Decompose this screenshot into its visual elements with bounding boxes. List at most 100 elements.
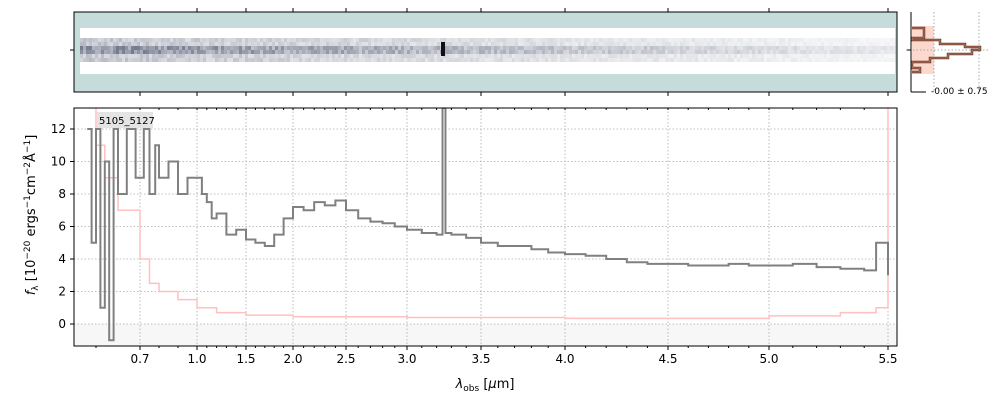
2d-pixel <box>191 50 194 54</box>
2d-pixel <box>200 46 203 50</box>
2d-pixel <box>659 54 662 58</box>
2d-pixel <box>176 46 179 50</box>
emission-line-feature <box>441 42 445 56</box>
2d-pixel <box>794 58 797 62</box>
2d-pixel <box>341 54 344 58</box>
2d-pixel <box>626 54 629 58</box>
2d-pixel <box>821 42 824 46</box>
2d-pixel <box>392 42 395 46</box>
2d-pixel <box>278 38 281 42</box>
2d-pixel <box>644 42 647 46</box>
2d-pixel <box>752 42 755 46</box>
2d-pixel <box>692 54 695 58</box>
2d-pixel <box>449 58 452 62</box>
2d-pixel <box>722 54 725 58</box>
2d-pixel <box>188 42 191 46</box>
2d-pixel <box>515 46 518 50</box>
2d-pixel <box>635 58 638 62</box>
2d-pixel <box>398 46 401 50</box>
2d-pixel <box>80 42 83 46</box>
2d-pixel <box>320 38 323 42</box>
2d-pixel <box>890 46 893 50</box>
2d-pixel <box>398 42 401 46</box>
2d-pixel <box>206 58 209 62</box>
2d-pixel <box>653 46 656 50</box>
2d-pixel <box>776 38 779 42</box>
2d-pixel <box>818 58 821 62</box>
2d-pixel <box>560 58 563 62</box>
2d-pixel <box>578 42 581 46</box>
2d-pixel <box>848 54 851 58</box>
2d-pixel <box>650 38 653 42</box>
2d-pixel <box>824 42 827 46</box>
2d-pixel <box>428 42 431 46</box>
2d-pixel <box>332 54 335 58</box>
2d-pixel <box>161 50 164 54</box>
2d-pixel <box>233 50 236 54</box>
2d-pixel <box>356 46 359 50</box>
2d-pixel <box>152 42 155 46</box>
2d-pixel <box>248 46 251 50</box>
2d-pixel <box>599 54 602 58</box>
2d-pixel <box>185 42 188 46</box>
2d-pixel <box>206 54 209 58</box>
2d-pixel <box>677 46 680 50</box>
2d-pixel <box>80 50 83 54</box>
2d-pixel <box>563 58 566 62</box>
2d-pixel <box>356 58 359 62</box>
2d-pixel <box>782 38 785 42</box>
2d-pixel <box>824 58 827 62</box>
2d-pixel <box>755 54 758 58</box>
2d-pixel <box>605 54 608 58</box>
2d-pixel <box>335 42 338 46</box>
2d-pixel <box>167 38 170 42</box>
2d-pixel <box>239 42 242 46</box>
2d-pixel <box>599 50 602 54</box>
2d-pixel <box>569 50 572 54</box>
2d-pixel <box>821 54 824 58</box>
2d-pixel <box>878 50 881 54</box>
2d-pixel <box>668 38 671 42</box>
2d-pixel <box>656 38 659 42</box>
2d-pixel <box>293 54 296 58</box>
2d-pixel <box>665 46 668 50</box>
2d-pixel <box>761 38 764 42</box>
2d-pixel <box>260 38 263 42</box>
2d-pixel <box>287 42 290 46</box>
2d-pixel <box>641 38 644 42</box>
2d-pixel <box>482 42 485 46</box>
2d-pixel <box>803 58 806 62</box>
2d-pixel <box>149 50 152 54</box>
2d-pixel <box>806 50 809 54</box>
2d-pixel <box>824 46 827 50</box>
2d-pixel <box>86 58 89 62</box>
2d-pixel <box>176 38 179 42</box>
2d-pixel <box>236 58 239 62</box>
2d-pixel <box>422 54 425 58</box>
2d-pixel <box>812 46 815 50</box>
2d-pixel <box>875 42 878 46</box>
2d-pixel <box>296 58 299 62</box>
2d-pixel <box>401 46 404 50</box>
2d-pixel <box>575 38 578 42</box>
2d-pixel <box>686 38 689 42</box>
2d-pixel <box>254 38 257 42</box>
2d-pixel <box>698 42 701 46</box>
2d-pixel <box>536 42 539 46</box>
2d-pixel <box>854 50 857 54</box>
2d-pixel <box>515 42 518 46</box>
2d-pixel <box>323 42 326 46</box>
2d-pixel <box>380 42 383 46</box>
2d-pixel <box>296 42 299 46</box>
2d-pixel <box>338 42 341 46</box>
2d-pixel <box>503 42 506 46</box>
2d-pixel <box>893 58 896 62</box>
2d-pixel <box>764 58 767 62</box>
2d-pixel <box>863 38 866 42</box>
2d-pixel <box>473 42 476 46</box>
2d-pixel <box>104 58 107 62</box>
2d-pixel <box>593 54 596 58</box>
2d-pixel <box>233 42 236 46</box>
2d-pixel <box>206 42 209 46</box>
spectrum-panel: 0.7 1.0 1.5 2.0 2.5 3.0 3.5 4.0 4.5 5.0 5.50246810… <box>51 108 898 366</box>
